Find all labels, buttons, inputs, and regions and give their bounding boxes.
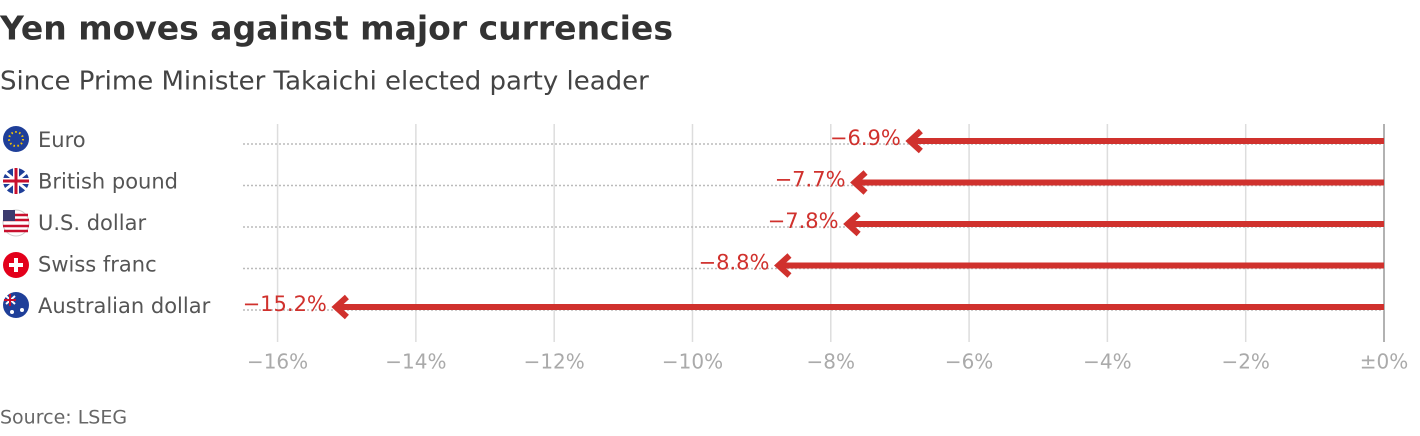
x-tick-label: −8% [807, 350, 856, 374]
arrow [774, 253, 1384, 278]
value-label: −7.8% [768, 209, 839, 233]
x-tick-label: −6% [945, 350, 994, 374]
value-label: −15.2% [243, 292, 327, 316]
arrow [843, 211, 1384, 237]
arrow [905, 128, 1384, 154]
source: Source: LSEG [0, 407, 127, 429]
category-label: Euro [38, 128, 86, 152]
value-label: −7.7% [775, 168, 846, 192]
x-tick-label: −14% [385, 350, 446, 374]
x-tick-label: ±0% [1360, 350, 1409, 374]
chart-title: Yen moves against major currencies [0, 9, 673, 48]
chart-subtitle: Since Prime Minister Takaichi elected pa… [0, 67, 649, 97]
x-tick-label: −4% [1083, 350, 1132, 374]
x-tick-label: −10% [662, 350, 723, 374]
category-label: Australian dollar [38, 294, 211, 318]
category-label: U.S. dollar [38, 211, 146, 235]
x-tick-label: −16% [247, 350, 308, 374]
value-label: −8.8% [699, 251, 770, 275]
flags [2, 126, 30, 318]
x-tick-label: −2% [1221, 350, 1270, 374]
value-label: −6.9% [830, 126, 901, 150]
arrow [850, 170, 1384, 195]
category-label: British pound [38, 170, 178, 194]
arrow [331, 294, 1384, 320]
x-tick-label: −12% [524, 350, 585, 374]
category-label: Swiss franc [38, 253, 157, 277]
